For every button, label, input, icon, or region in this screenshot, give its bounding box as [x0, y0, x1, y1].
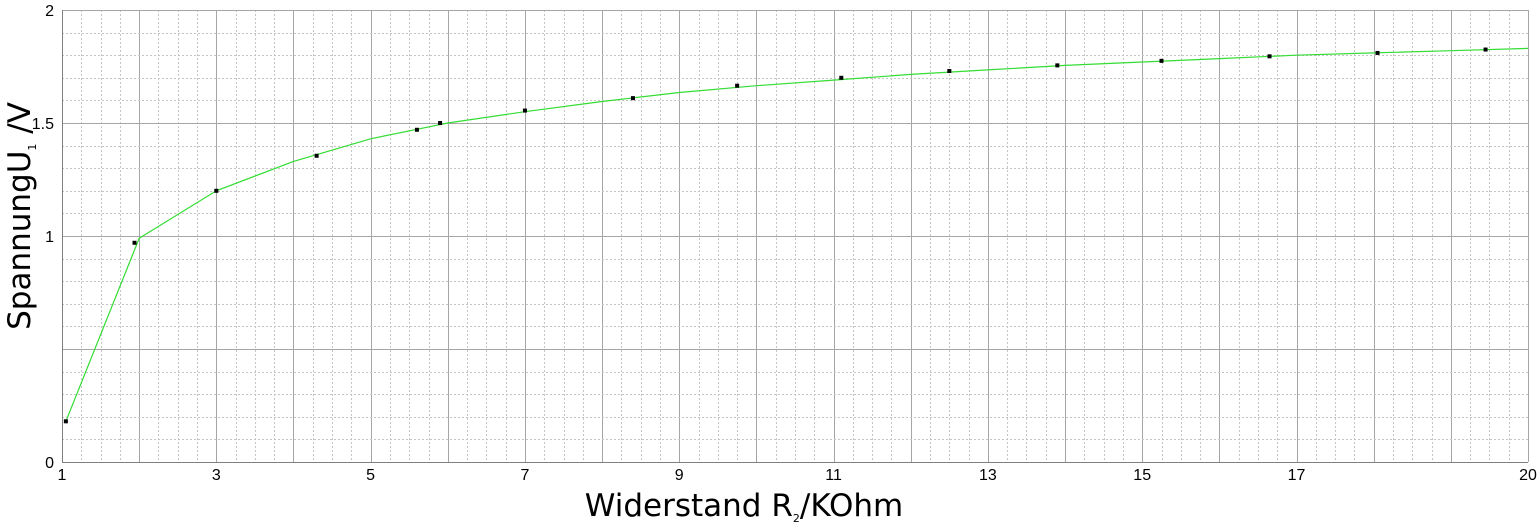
data-point	[63, 419, 68, 424]
fit-curve	[65, 47, 1529, 422]
x-tick-label: 9	[675, 467, 684, 484]
y-tick-label: 0	[45, 455, 54, 472]
data-point	[1055, 63, 1060, 68]
x-tick-label: 15	[1133, 467, 1151, 484]
axes	[62, 10, 1528, 463]
x-axis-title: Widerstand R2/KOhm	[585, 488, 903, 525]
x-tick-label: 7	[520, 467, 529, 484]
y-tick-label: 1.5	[32, 116, 54, 133]
data-point	[214, 188, 219, 193]
y-axis-title: SpannungU1 /V	[2, 102, 39, 330]
data-point	[314, 153, 319, 158]
data-point	[1267, 54, 1272, 59]
x-tick-label: 13	[979, 467, 997, 484]
y-tick-labels: 011.52	[32, 3, 54, 472]
x-tick-label: 5	[366, 467, 375, 484]
y-tick-label: 2	[45, 3, 54, 20]
series-layer	[63, 47, 1529, 424]
data-point	[438, 121, 443, 125]
x-tick-label: 1	[58, 467, 67, 484]
data-point	[132, 240, 137, 245]
data-point	[839, 75, 844, 80]
data-point	[947, 69, 952, 74]
data-point	[630, 96, 635, 101]
x-tick-labels: 1 3 5 7 9 11 13 15 17 20	[58, 467, 1537, 484]
data-point	[414, 127, 419, 132]
x-tick-label: 11	[825, 467, 842, 484]
x-tick-label: 17	[1288, 467, 1306, 484]
x-tick-label: 3	[212, 467, 221, 484]
data-point	[735, 83, 740, 88]
x-tick-label: 20	[1519, 467, 1537, 484]
data-point	[1375, 50, 1380, 55]
data-point	[522, 108, 527, 113]
grid	[62, 10, 1529, 463]
data-point	[1483, 47, 1488, 52]
y-tick-label: 1	[45, 229, 54, 246]
data-point	[1159, 58, 1164, 63]
